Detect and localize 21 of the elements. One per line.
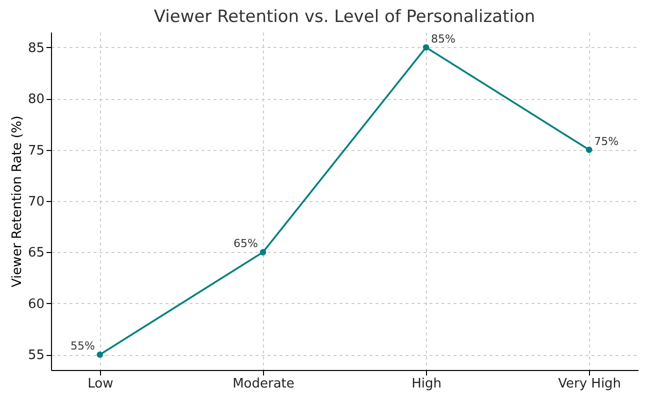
data-label: 75% (594, 134, 619, 148)
y-tick-label: 55 (28, 348, 44, 364)
point (260, 249, 266, 256)
y-tick-label: 80 (28, 92, 44, 108)
y-tick-label: 70 (28, 194, 44, 210)
y-tick-label: 85 (28, 40, 44, 56)
y-axis-title: Viewer Retention Rate (%) (10, 116, 25, 288)
point (422, 44, 430, 51)
x-tick-label: Very High (558, 376, 622, 392)
point (96, 351, 104, 358)
data-label: 55% (70, 340, 95, 353)
y-tick-label: 65 (28, 246, 44, 261)
x-tick-label: High (412, 376, 442, 392)
data-label: 85% (431, 32, 456, 46)
x-tick-label: Low (88, 376, 114, 392)
x-tick-label: Moderate (232, 376, 294, 392)
data-label: 65% (234, 237, 258, 250)
y-tick-label: 60 (28, 296, 44, 312)
y-tick-label: 75 (28, 143, 44, 158)
chart-title: Viewer Retention vs. Level of Personalization (154, 7, 536, 27)
point (586, 146, 592, 153)
